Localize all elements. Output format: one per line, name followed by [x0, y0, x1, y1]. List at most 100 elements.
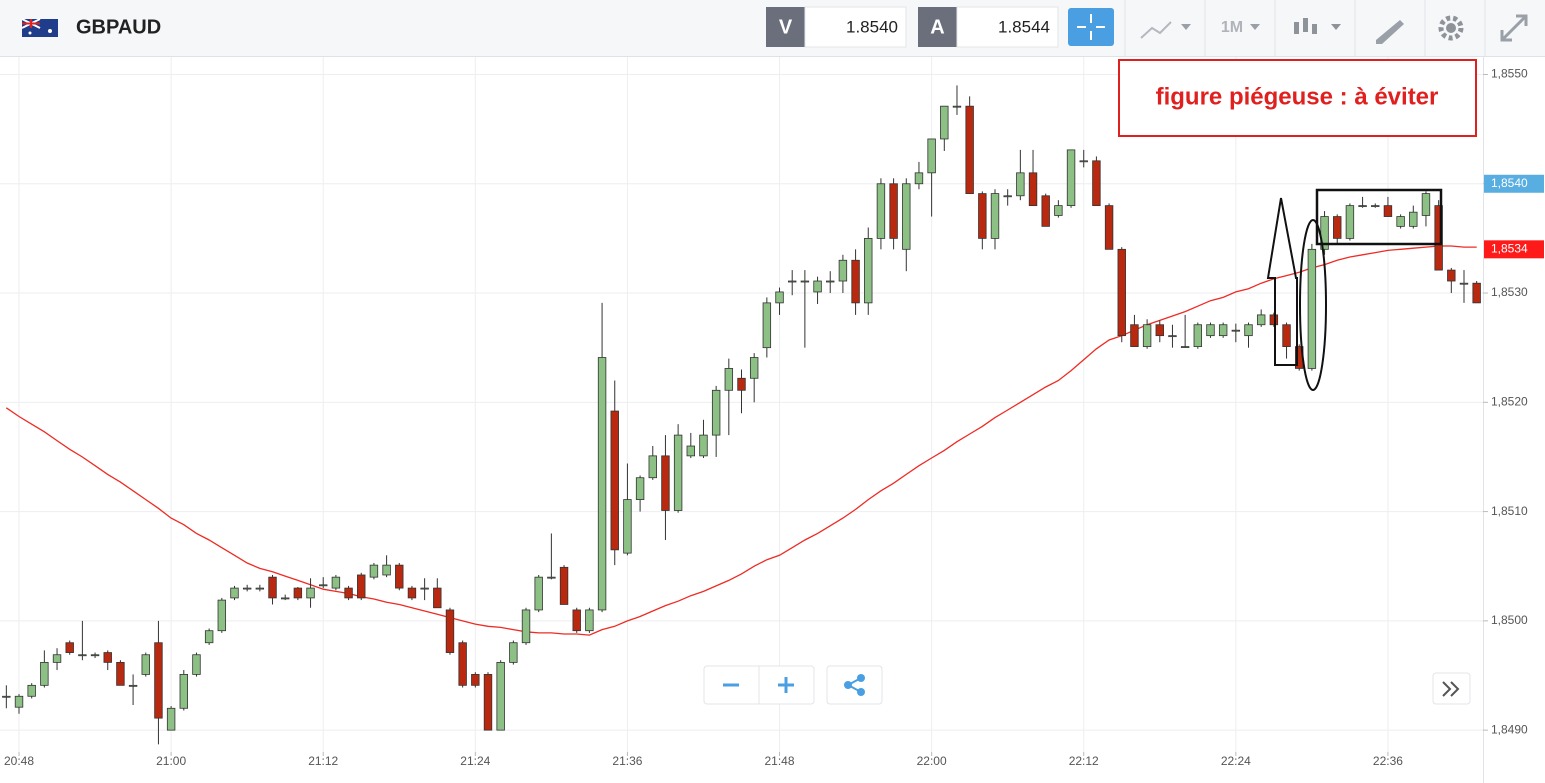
candle-body	[1066, 149, 1076, 207]
candle-body	[1409, 211, 1418, 227]
candle-body	[1142, 324, 1152, 347]
candle-body	[192, 654, 201, 675]
scroll-end-button[interactable]	[1432, 672, 1471, 705]
candle-body	[1244, 324, 1253, 337]
candle-body	[458, 642, 467, 686]
buy-button[interactable]	[918, 7, 957, 47]
candle-body	[141, 654, 150, 675]
candle-body	[521, 609, 531, 644]
candle-body	[978, 193, 987, 239]
x-tick-label: 22:12	[1069, 754, 1099, 768]
candle-body	[1256, 314, 1266, 326]
candle-body	[103, 652, 112, 663]
flag	[21, 18, 58, 37]
candle-body	[1282, 324, 1291, 347]
candle-body	[927, 138, 936, 174]
x-tick-label: 21:36	[612, 754, 642, 768]
candle-body	[737, 377, 746, 391]
candle-body	[1358, 205, 1367, 208]
candle-body	[1383, 205, 1393, 217]
candle-body	[1193, 324, 1203, 347]
candle-body	[826, 280, 835, 283]
settings-core	[1446, 23, 1456, 33]
candle-body	[686, 445, 696, 457]
candle-body	[369, 564, 379, 578]
moving-average	[5, 245, 1477, 636]
price-marker-label: 1,8534	[1491, 241, 1528, 255]
sell-price-box[interactable]	[804, 6, 907, 48]
expand-button[interactable]	[1500, 14, 1528, 42]
draw-button[interactable]	[1376, 20, 1404, 44]
candle-body	[914, 172, 924, 185]
candle-button[interactable]	[1294, 18, 1341, 34]
y-tick-label: 1,8510	[1491, 504, 1528, 518]
candle-body	[711, 389, 721, 436]
drawn-ellipse	[1299, 219, 1327, 391]
candle-body	[673, 434, 683, 511]
candle-body	[1168, 335, 1177, 338]
sell-button[interactable]	[766, 7, 805, 47]
candle-body	[724, 368, 734, 391]
candle-body	[1269, 314, 1279, 326]
x-tick-label: 21:12	[308, 754, 338, 768]
candle-body	[1345, 205, 1355, 239]
candle-body	[116, 661, 125, 686]
settings-button[interactable]	[1438, 15, 1464, 41]
candle-body	[319, 584, 328, 587]
candle-body	[128, 684, 138, 687]
timeframe[interactable]: 1M	[1221, 19, 1243, 36]
candle-body	[255, 587, 265, 590]
candle-body	[990, 193, 1000, 239]
candle-body	[547, 576, 556, 579]
buy-price-box[interactable]	[956, 6, 1059, 48]
candle-body	[1003, 195, 1012, 198]
x-tick-label: 22:36	[1373, 754, 1403, 768]
candle-body	[610, 410, 619, 551]
price-marker	[1484, 174, 1544, 193]
candle-body	[1180, 346, 1190, 348]
sell-price: 1.8540	[846, 17, 898, 36]
share-button[interactable]	[826, 665, 883, 705]
candle-body	[242, 587, 252, 590]
candle-body	[661, 455, 670, 511]
plot: 1,8490 1,8500 1,8510 1,8520 1,8530 1,8540 1,85…	[0, 57, 1528, 783]
candle-body	[344, 587, 353, 599]
scroll-end-icon	[1442, 681, 1460, 697]
candle-body	[1028, 172, 1038, 207]
candle-body	[1472, 282, 1481, 304]
y-tick-label: 1,8520	[1491, 394, 1528, 408]
buy-label: A	[930, 16, 944, 38]
candle-body	[509, 642, 518, 663]
candle-body	[78, 654, 87, 657]
candle-body	[179, 674, 188, 709]
candle-body	[1421, 193, 1431, 216]
candle-body	[1459, 282, 1469, 285]
candle-body	[90, 654, 100, 657]
drawn-rectangle	[1315, 188, 1443, 246]
candle-body	[1231, 329, 1241, 332]
drawn-arrow	[1266, 197, 1298, 366]
x-tick-label: 21:00	[156, 754, 186, 768]
chart-type-button[interactable]	[1140, 21, 1191, 39]
candle-body	[749, 357, 759, 379]
candle-body	[395, 564, 404, 589]
zoom-in[interactable]	[778, 677, 794, 693]
candle-body	[1130, 324, 1139, 347]
candle-body	[483, 674, 493, 731]
candle-body	[965, 105, 974, 194]
price-marker-label: 1,8540	[1491, 176, 1528, 190]
candle-body	[204, 630, 214, 644]
candle-body	[648, 455, 657, 479]
candle-body	[838, 259, 848, 282]
candle-body	[496, 661, 505, 731]
candle-body	[1206, 324, 1215, 337]
y-tick-label: 1,8490	[1491, 722, 1528, 736]
crosshair-button[interactable]	[1068, 8, 1114, 46]
candle-body	[1371, 205, 1380, 208]
candle-body	[230, 587, 239, 599]
candle-body	[813, 280, 822, 293]
candle-body	[280, 597, 290, 600]
candle-body	[940, 105, 949, 140]
candle-body	[1307, 248, 1317, 369]
candle-body	[2, 695, 11, 698]
